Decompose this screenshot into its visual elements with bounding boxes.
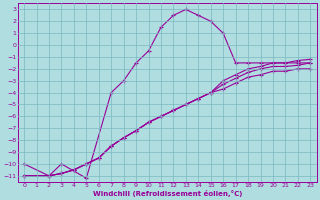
X-axis label: Windchill (Refroidissement éolien,°C): Windchill (Refroidissement éolien,°C) <box>92 190 242 197</box>
